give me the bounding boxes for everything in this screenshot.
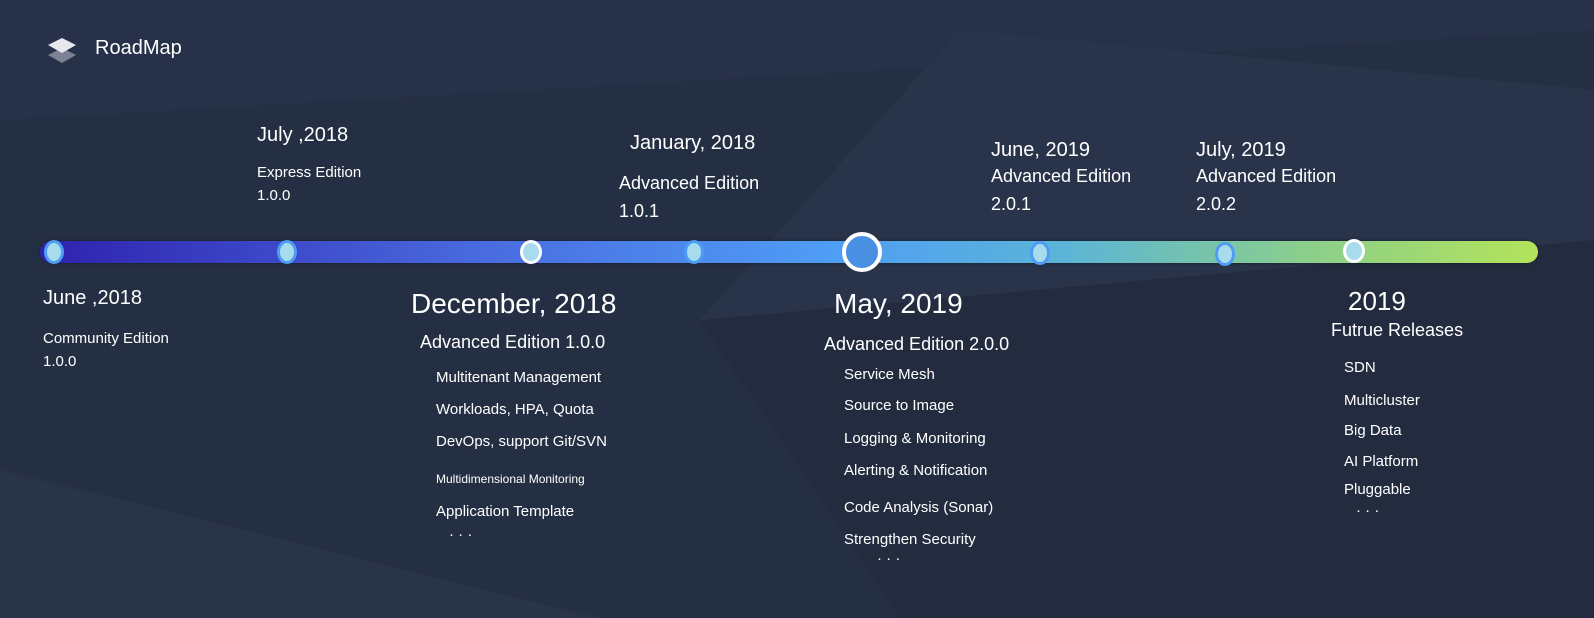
milestone-version: 2.0.1: [991, 194, 1032, 214]
feature-item: Big Data: [1344, 422, 1402, 439]
feature-item: Pluggable: [1344, 481, 1411, 498]
page-title: RoadMap: [95, 37, 182, 59]
milestone-version: 2.0.2: [1196, 194, 1237, 214]
feature-item: Code Analysis (Sonar): [844, 499, 994, 516]
feature-item: Strengthen Security: [844, 531, 976, 548]
milestone-edition: Advanced Edition: [991, 166, 1132, 186]
milestone-date: June ,2018: [43, 287, 142, 309]
feature-item: AI Platform: [1344, 453, 1419, 470]
milestone-date: June, 2019: [991, 139, 1090, 161]
feature-item: Multidimensional Monitoring: [436, 472, 585, 486]
feature-item: Source to Image: [844, 397, 955, 414]
milestone-date: December, 2018: [411, 288, 617, 319]
milestone-date: July ,2018: [257, 124, 349, 146]
more-ellipsis: · · ·: [449, 526, 473, 543]
milestone-node-july-2019[interactable]: [1215, 242, 1235, 266]
feature-item: Workloads, HPA, Quota: [436, 401, 594, 418]
layers-icon: [48, 38, 76, 63]
milestone-node-june-2018[interactable]: [44, 240, 64, 264]
milestone-edition: Express Edition: [257, 164, 362, 181]
feature-item: Logging & Monitoring: [844, 430, 986, 447]
milestone-edition: Advanced Edition 1.0.0: [420, 332, 606, 352]
feature-item: Alerting & Notification: [844, 462, 988, 479]
feature-item: Application Template: [436, 503, 575, 520]
milestone-date: May, 2019: [834, 288, 963, 319]
milestone-node-may-2019[interactable]: [842, 232, 882, 272]
timeline-bar: [40, 241, 1538, 263]
more-ellipsis: · · ·: [877, 550, 901, 567]
milestone-edition: Community Edition: [43, 330, 169, 347]
milestone-node-june-2019[interactable]: [1030, 241, 1050, 265]
feature-item: Service Mesh: [844, 366, 935, 383]
milestone-edition: Advanced Edition 2.0.0: [824, 334, 1010, 354]
milestone-date: 2019: [1348, 286, 1406, 316]
milestone-edition: Advanced Edition: [619, 173, 760, 193]
milestone-version: 1.0.0: [43, 353, 77, 370]
milestone-version: 1.0.1: [619, 201, 660, 221]
milestone-date: January, 2018: [630, 132, 756, 154]
more-ellipsis: · · ·: [1356, 502, 1380, 519]
feature-item: Multicluster: [1344, 392, 1420, 409]
feature-item: DevOps, support Git/SVN: [436, 433, 607, 450]
milestone-edition: Advanced Edition: [1196, 166, 1337, 186]
feature-item: Multitenant Management: [436, 369, 602, 386]
milestone-node-2019[interactable]: [1343, 239, 1365, 263]
milestone-version: 1.0.0: [257, 187, 291, 204]
milestone-node-july-2018[interactable]: [277, 240, 297, 264]
milestone-date: July, 2019: [1196, 139, 1286, 161]
feature-item: SDN: [1344, 359, 1376, 376]
milestone-node-december-2018[interactable]: [520, 240, 542, 264]
milestone-edition: Futrue Releases: [1331, 320, 1464, 340]
milestone-node-january-2018[interactable]: [684, 240, 704, 264]
